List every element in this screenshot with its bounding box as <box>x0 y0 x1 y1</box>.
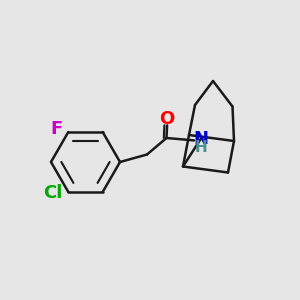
Text: H: H <box>195 140 207 155</box>
Text: O: O <box>160 110 175 128</box>
Text: N: N <box>193 130 208 148</box>
Text: Cl: Cl <box>43 184 62 202</box>
Text: F: F <box>51 120 63 138</box>
